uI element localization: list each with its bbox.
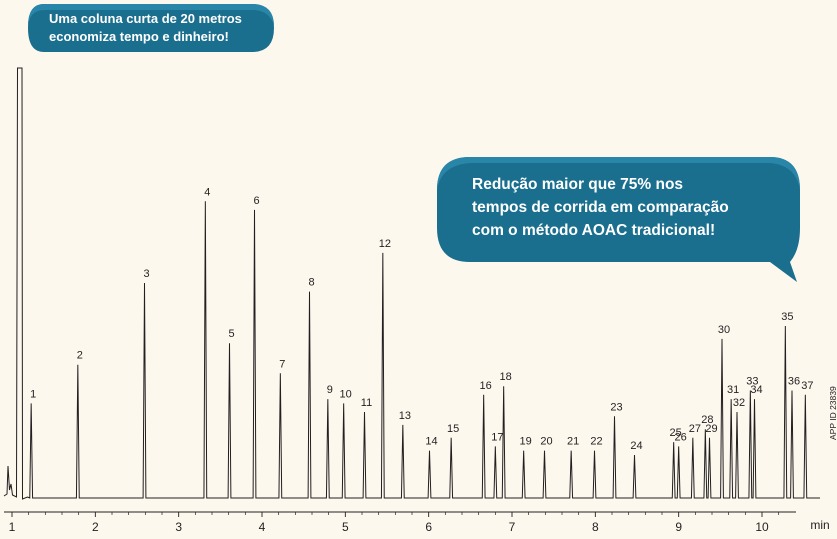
peak-label: 10 [340,388,352,400]
peak-label: 3 [143,268,149,280]
peak-label: 21 [567,436,579,448]
peak-label: 33 [746,376,758,388]
callout-short-column-bubble [28,4,274,52]
peak-label: 35 [781,311,793,323]
peak-label: 23 [610,401,622,413]
callout-short-column-text: Uma coluna curta de 20 metros economiza … [49,10,269,46]
x-tick-label: 5 [342,520,349,534]
peak-label: 37 [801,380,813,392]
callout-reduction [437,157,800,282]
peak-label: 34 [750,384,762,396]
peak-label: 14 [425,436,437,448]
peak-label: 7 [279,358,285,370]
peak-label: 9 [327,384,333,396]
x-tick-label: 7 [509,520,516,534]
peak-label: 31 [727,384,739,396]
peak-label: 26 [675,431,687,443]
callout-reduction-bubble [437,157,800,282]
callout-short-column-highlight [28,4,274,26]
peak-label: 19 [520,436,532,448]
x-tick-label: 8 [592,520,599,534]
callout-reduction-text: Redução maior que 75% nos tempos de corr… [472,173,792,242]
peak-label: 5 [228,328,234,340]
callout-short-column-line2: economiza tempo e dinheiro! [49,29,229,44]
peak-label: 16 [480,380,492,392]
callout-reduction-line1: Redução maior que 75% nos [472,176,684,193]
peak-label: 13 [399,410,411,422]
callout-reduction-line3: com o método AOAC tradicional! [472,222,716,239]
callout-short-column [28,4,274,52]
peak-label: 24 [630,440,642,452]
x-tick-label: 2 [92,520,99,534]
peak-label: 12 [379,238,391,250]
peak-label: 15 [447,423,459,435]
peak-label: 17 [491,431,503,443]
x-tick-label: 3 [175,520,182,534]
x-tick-label: 10 [755,520,769,534]
peak-label: 28 [701,414,713,426]
peak-label: 32 [733,397,745,409]
callout-reduction-highlight [437,157,800,190]
x-axis-ticks: 1 2 3 4 5 6 7 8 9 10 [9,512,780,534]
peak-label: 22 [590,436,602,448]
peak-label: 4 [204,186,210,198]
x-axis-unit-label: min [810,518,829,532]
app-id-label: APP ID 23839 [828,386,837,440]
peak-label: 30 [718,324,730,336]
x-tick-label: 9 [675,520,682,534]
callout-reduction-line2: tempos de corrida em comparação [472,199,729,216]
peak-label: 18 [500,371,512,383]
peak-label: 11 [361,397,372,409]
peak-label: 1 [30,388,36,400]
peak-label: 29 [705,423,717,435]
x-tick-label: 1 [9,520,16,534]
peak-label: 8 [308,277,314,289]
callout-short-column-line1: Uma coluna curta de 20 metros [49,11,242,26]
peak-label: 25 [670,427,682,439]
peak-label: 20 [540,436,552,448]
chromatogram-trace [3,67,820,500]
x-tick-label: 6 [425,520,432,534]
peak-label: 27 [689,423,701,435]
x-tick-label: 4 [259,520,266,534]
peak-label: 2 [77,350,83,362]
peak-label: 36 [788,376,800,388]
peak-label: 6 [253,195,259,207]
